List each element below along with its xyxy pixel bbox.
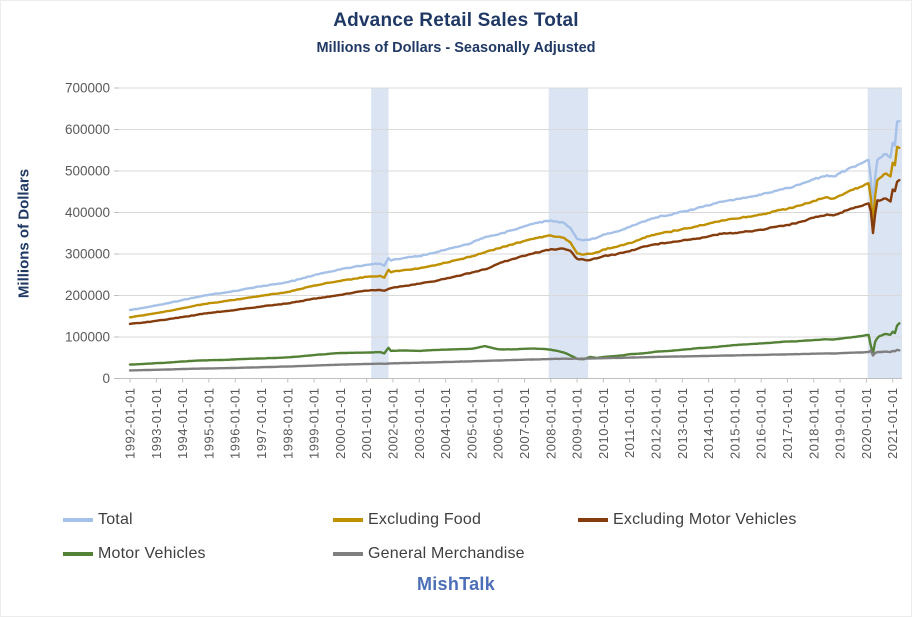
series-line-excluding-motor-vehicles [128, 178, 901, 326]
y-tick-label: 100000 [65, 330, 110, 345]
series-line-motor-vehicles [128, 322, 901, 366]
y-tick-label: 0 [102, 371, 110, 386]
x-tick-label: 1992-01-01 [123, 388, 138, 460]
x-tick-label: 2015-01-01 [727, 388, 742, 460]
x-tick-label: 2011-01-01 [622, 388, 637, 459]
y-tick-label: 300000 [65, 247, 110, 262]
x-tick-label: 1996-01-01 [228, 388, 243, 460]
x-tick-label: 2016-01-01 [754, 388, 769, 460]
y-tick-label: 400000 [65, 205, 110, 220]
legend-item-excluding-motor-vehicles: Excluding Motor Vehicles [578, 509, 797, 531]
x-tick-label: 2020-01-01 [859, 388, 874, 460]
x-tick-label: 1994-01-01 [175, 388, 190, 460]
recession-band-1 [371, 88, 389, 379]
x-tick-label: 2002-01-01 [386, 388, 401, 460]
legend-row-1: Total Excluding Food Excluding Motor Veh… [1, 509, 911, 531]
legend-item-motor-vehicles: Motor Vehicles [63, 543, 206, 565]
x-tick-label: 2017-01-01 [780, 388, 795, 460]
legend-row-2: Motor Vehicles General Merchandise [1, 543, 911, 565]
x-tick-label: 2000-01-01 [333, 388, 348, 460]
x-tick-label: 2008-01-01 [543, 388, 558, 460]
legend-label-total: Total [98, 511, 133, 528]
x-tick-label: 2021-01-01 [885, 388, 900, 460]
x-tick-label: 1997-01-01 [254, 388, 269, 460]
legend-label-motor-vehicles: Motor Vehicles [98, 545, 206, 562]
legend-item-excluding-food: Excluding Food [333, 509, 481, 531]
legend-label-excluding-motor-vehicles: Excluding Motor Vehicles [613, 511, 797, 528]
x-tick-label: 1999-01-01 [307, 388, 322, 460]
watermark-mishtalk: MishTalk [416, 574, 496, 594]
x-tick-label: 2003-01-01 [412, 388, 427, 460]
legend-item-general-merchandise: General Merchandise [333, 543, 525, 565]
y-tick-label: 600000 [65, 122, 110, 137]
x-tick-label: 2007-01-01 [517, 388, 532, 460]
general-merchandise-line-swatch [333, 552, 363, 556]
chart-title: Advance Retail Sales Total [333, 10, 579, 31]
x-tick-label: 1993-01-01 [149, 388, 164, 460]
x-tick-label: 2004-01-01 [438, 388, 453, 460]
series-line-general-merchandise [128, 348, 901, 372]
x-tick-label: 2019-01-01 [833, 388, 848, 460]
series-line-total [128, 120, 901, 312]
x-tick-label: 2018-01-01 [806, 388, 821, 460]
total-line-swatch [63, 518, 93, 522]
x-tick-label: 2005-01-01 [464, 388, 479, 460]
excluding-motor-vehicles-line-swatch [578, 518, 608, 522]
x-tick-label: 2006-01-01 [491, 388, 506, 460]
legend-item-total: Total [63, 509, 133, 531]
legend-label-general-merchandise: General Merchandise [368, 545, 525, 562]
x-tick-label: 2014-01-01 [701, 388, 716, 460]
series-line-excluding-food [128, 145, 901, 319]
x-tick-label: 2001-01-01 [359, 388, 374, 460]
x-tick-label: 2013-01-01 [675, 388, 690, 460]
y-tick-label: 200000 [65, 288, 110, 303]
y-tick-label: 500000 [65, 164, 110, 179]
legend-label-excluding-food: Excluding Food [368, 511, 482, 528]
x-tick-label: 2010-01-01 [596, 388, 611, 460]
recession-band-2 [548, 88, 589, 379]
x-tick-label: 2012-01-01 [649, 388, 664, 460]
y-tick-label: 700000 [65, 81, 110, 96]
motor-vehicles-line-swatch [63, 552, 93, 556]
x-tick-label: 1998-01-01 [280, 388, 295, 460]
x-tick-label: 1995-01-01 [201, 388, 216, 460]
x-tick-label: 2009-01-01 [570, 388, 585, 460]
chart-subtitle: Millions of Dollars - Seasonally Adjuste… [316, 40, 596, 56]
excluding-food-line-swatch [333, 518, 363, 522]
